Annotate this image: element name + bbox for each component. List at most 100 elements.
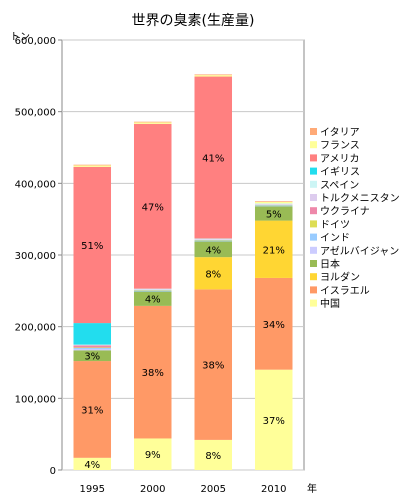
data-label: 21% xyxy=(263,245,285,256)
bar-segment xyxy=(73,347,112,348)
bar-segment xyxy=(254,204,293,205)
bar-segment xyxy=(133,288,172,290)
legend-swatch xyxy=(310,194,317,201)
legend-swatch xyxy=(310,273,317,281)
data-label: 41% xyxy=(202,154,224,165)
bar-segment xyxy=(133,122,172,124)
y-tick-labels: 0 100,000 200,000 300,000 400,000 500,000 600,… xyxy=(15,36,62,477)
legend-swatch xyxy=(310,246,317,254)
bar-segment xyxy=(73,361,112,458)
legend-swatch xyxy=(310,180,317,188)
bar-segment xyxy=(194,257,233,290)
bar-segment xyxy=(254,277,293,370)
bar-segment xyxy=(254,203,293,205)
legend-label: フランス xyxy=(320,140,360,152)
bar-segment xyxy=(194,238,233,240)
legend-swatch xyxy=(310,233,317,241)
data-label: 4% xyxy=(84,460,100,471)
data-label: 34% xyxy=(263,320,285,331)
bar-segment xyxy=(254,369,293,470)
legend-label: ドイツ xyxy=(320,220,350,231)
data-label: 8% xyxy=(205,269,221,280)
bar-segment xyxy=(73,350,112,362)
legend-swatch xyxy=(310,207,317,215)
legend-label: アメリカ xyxy=(320,153,360,165)
legend-label: 日本 xyxy=(320,258,340,271)
bar-segment xyxy=(73,457,112,470)
bar-segment xyxy=(254,220,293,278)
bar-segment xyxy=(73,323,112,345)
chart-title: 世界の臭素(生産量) xyxy=(132,13,255,29)
bar-segment xyxy=(194,240,233,242)
legend-swatch xyxy=(310,299,317,307)
y-tick-label: 600,000 xyxy=(15,36,56,47)
legend-swatch xyxy=(310,286,317,294)
bar-segment xyxy=(194,239,233,241)
legend-label: イスラエル xyxy=(320,285,370,297)
data-label: 3% xyxy=(84,352,100,363)
bar-segment xyxy=(194,241,233,258)
bars: 4% 31% 3% 51% 9% 38% 4% 47% 8% 38% 8% 4% 41% 37% 34% 21… xyxy=(73,74,293,471)
y-tick-label: 400,000 xyxy=(15,179,56,190)
legend-swatch xyxy=(310,154,317,162)
x-tick-labels: 1995 2000 2005 2010 xyxy=(80,484,287,495)
bar-segment xyxy=(133,290,172,291)
bar-segment xyxy=(73,164,112,166)
bar-segment xyxy=(73,166,112,324)
bar-segment xyxy=(194,74,233,76)
x-tick-label: 1995 xyxy=(80,484,105,495)
legend-label: スペイン xyxy=(320,180,359,191)
bar-segment xyxy=(254,204,293,206)
data-label: 9% xyxy=(145,450,161,461)
bar-segment xyxy=(73,347,112,349)
y-tick-label: 100,000 xyxy=(15,394,56,405)
legend-label: ウクライナ xyxy=(320,206,370,218)
bar-segment xyxy=(194,75,233,77)
x-tick-label: 2005 xyxy=(201,484,226,495)
data-label: 4% xyxy=(145,295,161,306)
data-label: 37% xyxy=(263,416,285,427)
y-tick-label: 300,000 xyxy=(15,251,56,262)
x-tick-label: 2010 xyxy=(261,484,286,495)
bar-segment xyxy=(73,165,112,167)
bar-segment xyxy=(254,206,293,221)
y-tick-label: 0 xyxy=(50,466,56,477)
legend-label: イギリス xyxy=(320,166,360,178)
bar-segment xyxy=(73,345,112,348)
bar-segment xyxy=(133,121,172,123)
bar-segment xyxy=(254,205,293,207)
bar-segment xyxy=(133,123,172,289)
bar-segment xyxy=(73,344,112,346)
bar-segment xyxy=(194,439,233,470)
data-label: 51% xyxy=(81,241,103,252)
y-tick-label: 500,000 xyxy=(15,108,56,119)
y-tick-label: 200,000 xyxy=(15,323,56,334)
legend-swatch xyxy=(310,220,317,228)
bar-segment xyxy=(133,438,172,470)
bar-segment xyxy=(194,289,233,440)
legend-label: アゼルバイジャン xyxy=(320,245,399,257)
legend-swatch xyxy=(310,260,317,267)
bar-segment xyxy=(133,305,172,439)
x-tick-label: 2000 xyxy=(140,484,165,495)
data-label: 47% xyxy=(142,202,164,213)
bar-segment xyxy=(254,201,293,202)
legend-label: インド xyxy=(320,233,350,244)
data-label: 4% xyxy=(205,245,221,256)
data-label: 31% xyxy=(81,405,103,416)
bar-segment xyxy=(133,289,172,291)
bar-segment xyxy=(73,348,112,351)
legend-label: トルクメニスタン xyxy=(320,193,400,205)
bar-segment xyxy=(254,201,293,204)
bar-segment xyxy=(133,290,172,292)
legend-swatch xyxy=(310,128,317,135)
legend-swatch xyxy=(310,167,317,175)
data-label: 38% xyxy=(202,361,224,372)
bar-segment xyxy=(194,239,233,240)
y-axis-unit: トン xyxy=(10,32,30,43)
legend: イタリアフランスアメリカイギリススペイントルクメニスタンウクライナドイツインドア… xyxy=(310,127,400,310)
bar-segment xyxy=(194,76,233,239)
legend-swatch xyxy=(310,141,317,149)
data-label: 8% xyxy=(205,451,221,462)
